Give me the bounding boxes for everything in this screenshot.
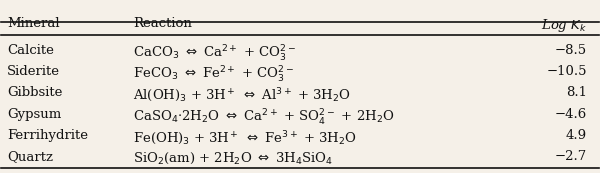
Text: Ferrihydrite: Ferrihydrite [7,129,88,142]
Text: CaSO$_4$$\cdot$2H$_2$O $\Leftrightarrow$ Ca$^{2+}$ + SO$_4^{2-}$ + 2H$_2$O: CaSO$_4$$\cdot$2H$_2$O $\Leftrightarrow$… [133,108,394,128]
Text: Calcite: Calcite [7,44,54,57]
Text: 8.1: 8.1 [566,86,587,99]
Text: SiO$_2$(am) + 2H$_2$O $\Leftrightarrow$ 3H$_4$SiO$_4$: SiO$_2$(am) + 2H$_2$O $\Leftrightarrow$ … [133,150,333,166]
Text: Gypsum: Gypsum [7,108,62,121]
Text: FeCO$_3$ $\Leftrightarrow$ Fe$^{2+}$ + CO$_3^{2-}$: FeCO$_3$ $\Leftrightarrow$ Fe$^{2+}$ + C… [133,65,294,85]
Text: −8.5: −8.5 [554,44,587,57]
Text: 4.9: 4.9 [566,129,587,142]
Text: Siderite: Siderite [7,65,61,78]
Text: CaCO$_3$ $\Leftrightarrow$ Ca$^{2+}$ + CO$_3^{2-}$: CaCO$_3$ $\Leftrightarrow$ Ca$^{2+}$ + C… [133,44,296,64]
Text: −4.6: −4.6 [554,108,587,121]
Text: Mineral: Mineral [7,17,60,30]
Text: Gibbsite: Gibbsite [7,86,63,99]
Text: −10.5: −10.5 [546,65,587,78]
Text: −2.7: −2.7 [554,150,587,163]
Text: Reaction: Reaction [133,17,191,30]
Text: Fe(OH)$_3$ + 3H$^+$ $\Leftrightarrow$ Fe$^{3+}$ + 3H$_2$O: Fe(OH)$_3$ + 3H$^+$ $\Leftrightarrow$ Fe… [133,129,356,147]
Text: Log $K_k$: Log $K_k$ [541,17,587,34]
Text: Al(OH)$_3$ + 3H$^+$ $\Leftrightarrow$ Al$^{3+}$ + 3H$_2$O: Al(OH)$_3$ + 3H$^+$ $\Leftrightarrow$ Al… [133,86,350,104]
Text: Quartz: Quartz [7,150,53,163]
